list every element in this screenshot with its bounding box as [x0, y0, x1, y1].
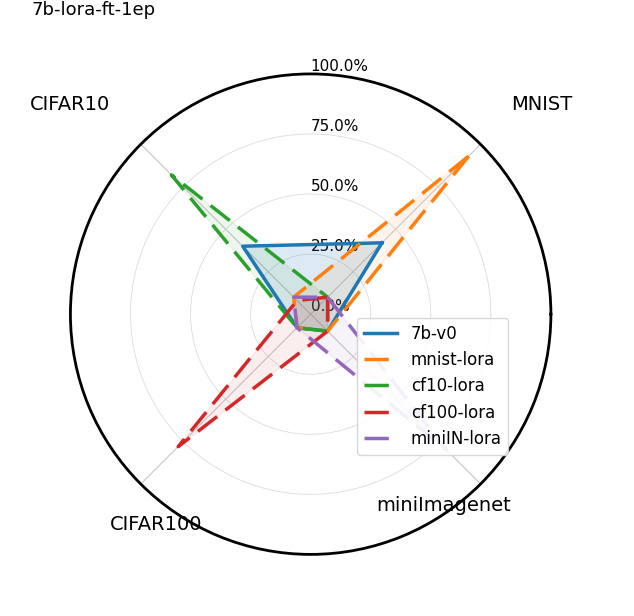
mnist-lora [465, 153, 472, 160]
7b-v0 [378, 239, 386, 246]
7b-v0 [324, 328, 332, 335]
Line: cf10-lora: cf10-lora [171, 175, 328, 331]
Line: cf100-lora: cf100-lora [178, 297, 328, 447]
miniIN-lora [324, 293, 332, 301]
mnist-lora [324, 328, 332, 335]
Line: miniIN-lora: miniIN-lora [294, 297, 446, 450]
miniIN-lora [290, 293, 297, 301]
mnist-lora [290, 293, 297, 301]
cf10-lora [324, 293, 332, 301]
Polygon shape [294, 156, 469, 331]
cf100-lora [174, 443, 182, 450]
cf100-lora [294, 297, 301, 304]
Text: CIFAR10: CIFAR10 [30, 95, 110, 114]
Polygon shape [243, 243, 382, 331]
cf10-lora [324, 328, 332, 335]
Polygon shape [294, 297, 446, 450]
Polygon shape [178, 297, 328, 447]
miniIN-lora [324, 293, 332, 301]
Legend: 7b-v0, mnist-lora, cf10-lora, cf100-lora, miniIN-lora: 7b-v0, mnist-lora, cf10-lora, cf100-lora… [358, 318, 508, 455]
mnist-lora [465, 153, 472, 160]
cf10-lora [324, 293, 332, 301]
cf100-lora [324, 293, 332, 301]
cf10-lora [167, 171, 175, 179]
7b-v0 [294, 324, 301, 331]
Polygon shape [171, 175, 328, 331]
mnist-lora [294, 324, 301, 331]
Line: 7b-v0: 7b-v0 [243, 243, 382, 331]
cf100-lora [324, 328, 332, 335]
Text: MNIST: MNIST [511, 95, 573, 114]
Text: CIFAR100: CIFAR100 [110, 514, 203, 533]
miniIN-lora [294, 324, 301, 331]
cf100-lora [324, 293, 332, 301]
Line: mnist-lora: mnist-lora [294, 156, 469, 331]
Text: 7b-lora-ft-1ep: 7b-lora-ft-1ep [32, 1, 156, 18]
Text: miniImagenet: miniImagenet [377, 496, 511, 514]
miniIN-lora [443, 447, 450, 454]
7b-v0 [239, 243, 247, 250]
cf10-lora [294, 324, 301, 331]
7b-v0 [378, 239, 386, 246]
